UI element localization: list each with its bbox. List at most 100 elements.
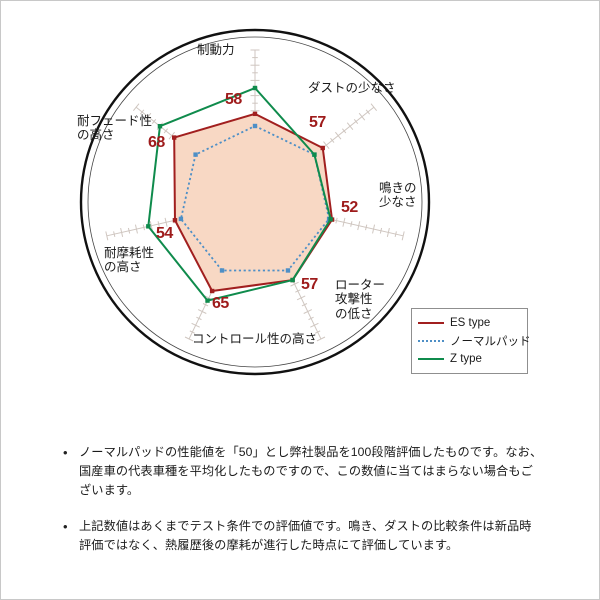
radar-data-point — [172, 218, 178, 223]
radar-data-point — [290, 277, 295, 283]
radar-axis-tick — [310, 322, 319, 328]
radar-data-point — [178, 216, 184, 222]
radar-data-point — [219, 268, 225, 273]
radar-axis-tick — [365, 109, 371, 115]
radar-value-label: 65 — [212, 295, 229, 312]
radar-axis-label: 鳴きの 少なさ — [379, 181, 417, 210]
radar-axis-tick — [357, 221, 361, 231]
radar-axis-tick — [365, 224, 368, 231]
radar-axis-tick — [132, 103, 140, 112]
radar-axis-tick — [401, 231, 405, 241]
outer-circle-decoration — [79, 28, 431, 376]
radar-data-point — [312, 152, 317, 157]
legend-item: ノーマルパッド — [418, 332, 531, 350]
radar-axis-tick — [350, 221, 353, 227]
radar-axis-tick — [334, 131, 342, 140]
radar-value-label: 52 — [341, 199, 358, 216]
radar-axis-tick — [358, 112, 366, 121]
note-item: • ノーマルパッドの性能値を「50」とし弊社製品を100段階評価したものです。な… — [63, 443, 543, 500]
radar-data-point — [285, 268, 291, 273]
radar-axis-tick — [127, 227, 131, 234]
legend-swatch-z-type — [418, 358, 444, 360]
radar-data-point — [209, 288, 215, 294]
radar-value-label: 58 — [225, 91, 242, 108]
radar-axis-tick — [189, 330, 196, 334]
radar-data-point — [157, 123, 163, 129]
radar-value-label: 57 — [301, 276, 318, 293]
radar-axis-tick — [330, 137, 335, 143]
radar-value-label: 68 — [148, 134, 165, 151]
radar-data-point — [320, 145, 325, 151]
legend-label-z-type: Z type — [450, 353, 482, 365]
radar-axis-tick — [113, 231, 116, 237]
radar-axis-tick — [323, 141, 330, 149]
note-text: ノーマルパッドの性能値を「50」とし弊社製品を100段階評価したものです。なお、… — [79, 445, 543, 497]
radar-axis-tick — [157, 221, 160, 227]
radar-axis-tick — [151, 118, 157, 124]
radar-axis-tick — [197, 309, 207, 314]
legend-item: ES type — [418, 314, 521, 332]
legend-item: Z type — [418, 350, 521, 368]
radar-data-point — [328, 217, 333, 222]
radar-axis-label: コントロール性の高さ — [192, 332, 318, 346]
radar-axis-tick — [168, 131, 176, 140]
radar-axis-tick — [295, 289, 301, 293]
radar-axis-tick — [346, 122, 354, 131]
radar-axis-tick — [105, 231, 109, 241]
radar-axis-tick — [202, 303, 209, 307]
radar-axis-tick — [196, 316, 202, 321]
radar-axis-tick — [379, 227, 383, 234]
radar-data-point — [252, 123, 258, 129]
radar-value-label: 54 — [156, 225, 173, 242]
radar-axis-tick — [341, 128, 347, 134]
radar-data-point — [205, 298, 210, 303]
chart-legend: ES type ノーマルパッド Z type — [411, 308, 531, 374]
radar-axis-tick — [342, 217, 346, 227]
radar-data-point — [146, 224, 151, 229]
radar-axis-label: 耐摩耗性 の高さ — [104, 246, 155, 275]
radar-series-polygon — [147, 87, 332, 302]
radar-axis-label: 制動力 — [197, 43, 235, 57]
radar-axis-tick — [303, 309, 313, 314]
legend-swatch-es-type — [418, 322, 444, 324]
radar-axis-label: 耐フェード性 の高さ — [77, 114, 153, 143]
legend-label-normal-pad: ノーマルパッド — [450, 336, 531, 348]
note-item: • 上記数値はあくまでテスト条件での評価値です。鳴き、ダストの比較条件は新品時評… — [63, 517, 543, 555]
radar-axis-tick — [139, 109, 145, 115]
radar-axis-tick — [308, 316, 314, 321]
radar-axis-tick — [120, 227, 124, 237]
legend-label-es-type: ES type — [450, 317, 491, 329]
radar-series-polygon — [173, 112, 334, 293]
note-bullet-icon: • — [63, 518, 68, 534]
radar-value-label: 57 — [309, 114, 326, 131]
radar-data-point — [252, 85, 258, 91]
radar-axis-tick — [296, 295, 306, 301]
radar-axis-tick — [316, 336, 326, 342]
radar-axis-tick — [164, 217, 168, 227]
radar-axis-tick — [134, 224, 138, 234]
radar-data-point — [193, 152, 198, 157]
note-bullet-icon: • — [63, 445, 68, 460]
radar-axis-tick — [142, 224, 145, 231]
radar-axis-tick — [370, 103, 378, 112]
radar-data-point — [252, 111, 258, 117]
radar-chart-svg — [79, 28, 431, 376]
radar-axis-tick — [353, 118, 359, 124]
radar-axis-tick — [191, 322, 200, 328]
radar-axis-tick — [335, 217, 338, 224]
notes-section: • ノーマルパッドの性能値を「50」とし弊社製品を100段階評価したものです。な… — [63, 443, 543, 572]
radar-axis-tick — [314, 330, 321, 334]
radar-axis-tick — [184, 336, 194, 342]
radar-axis-tick — [149, 221, 153, 231]
note-text: 上記数値はあくまでテスト条件での評価値です。鳴き、ダストの比較条件は新品時評価で… — [79, 518, 532, 552]
radar-axis-label: ローター 攻撃性 の低さ — [335, 278, 386, 321]
radar-axis-tick — [394, 231, 397, 237]
radar-axis-tick — [144, 112, 152, 121]
radar-axis-tick — [372, 224, 376, 234]
radar-axis-tick — [163, 128, 169, 134]
radar-axis-tick — [290, 281, 299, 287]
radar-data-point — [171, 135, 177, 140]
radar-series — [146, 85, 335, 303]
radar-axis-label: ダストの少なさ — [308, 81, 396, 95]
